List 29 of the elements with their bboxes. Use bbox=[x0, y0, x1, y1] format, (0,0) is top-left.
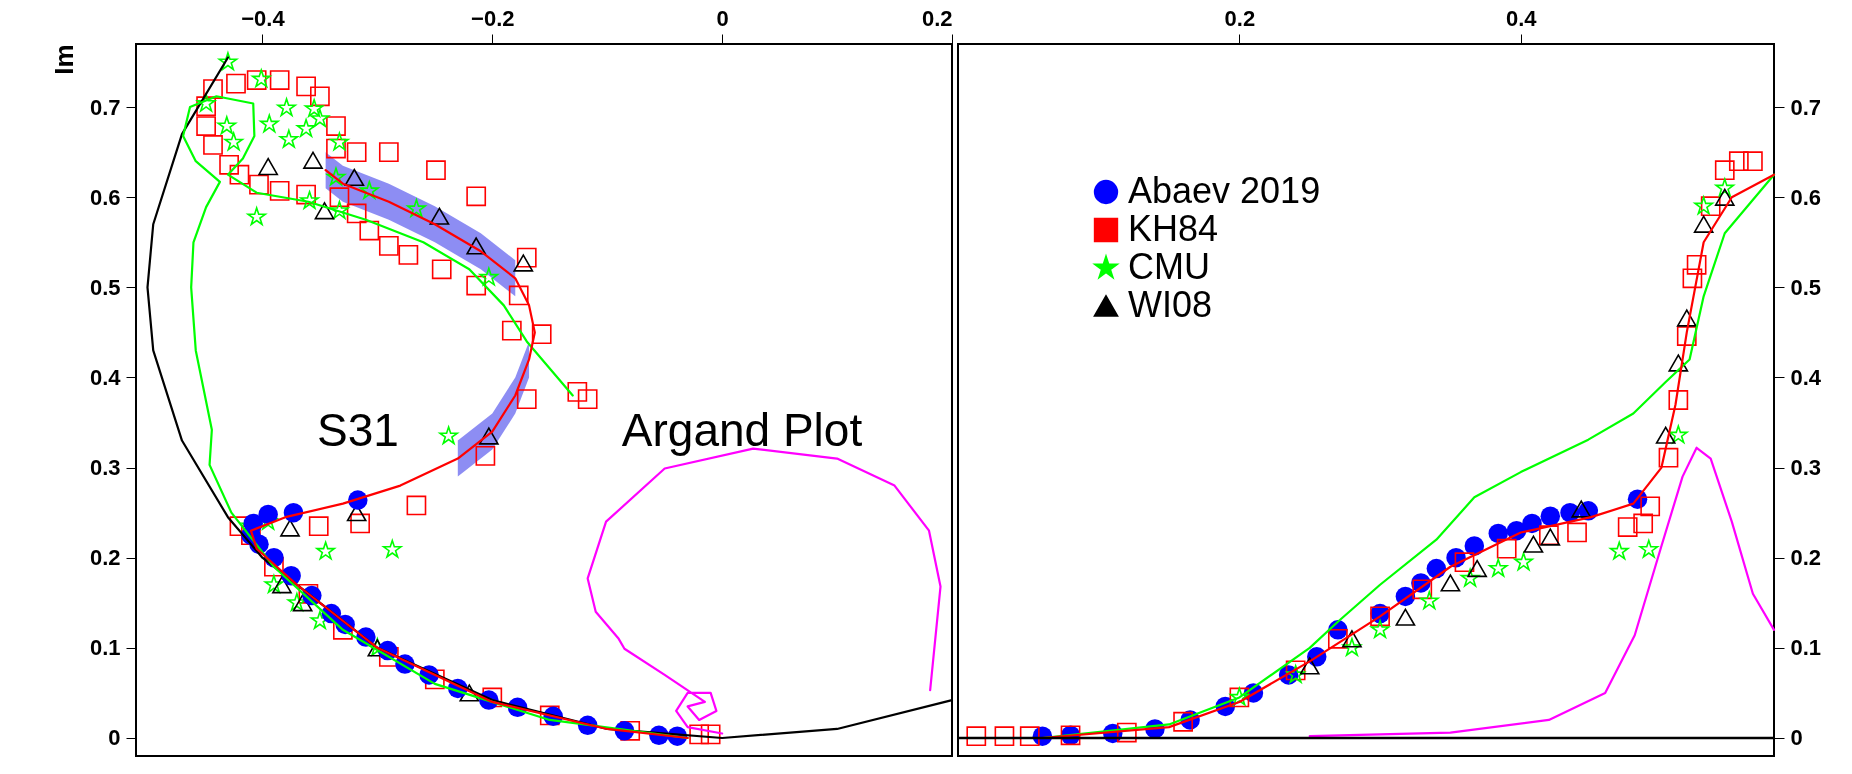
legend-label: KH84 bbox=[1128, 208, 1219, 249]
y-tick-label: 0.1 bbox=[89, 635, 121, 661]
x-tick-label: 0.4 bbox=[1505, 5, 1538, 31]
y2-tick-label: 0.1 bbox=[1790, 635, 1822, 661]
legend-label: Abaev 2019 bbox=[1128, 170, 1321, 211]
y-tick-label: 0.3 bbox=[89, 455, 121, 481]
y2-tick-label: 0.5 bbox=[1790, 274, 1822, 300]
x-tick-label: 0 bbox=[716, 5, 729, 31]
y2-tick-label: 0.3 bbox=[1790, 455, 1822, 481]
legend-label: CMU bbox=[1128, 246, 1210, 287]
y-tick-label: 0 bbox=[108, 725, 121, 751]
y-tick-label: 0.4 bbox=[89, 364, 122, 390]
x-tick-label: −0.2 bbox=[471, 5, 515, 31]
y-tick-label: 0.6 bbox=[89, 184, 121, 210]
y-tick-label: 0.2 bbox=[89, 545, 121, 571]
y2-tick-label: 0.7 bbox=[1790, 94, 1822, 120]
y-tick-label: 0.7 bbox=[89, 94, 121, 120]
legend-label: WI08 bbox=[1128, 284, 1213, 325]
y2-tick-label: 0.6 bbox=[1790, 184, 1822, 210]
annotation: Argand Plot bbox=[621, 404, 863, 456]
y2-tick-label: 0.2 bbox=[1790, 545, 1822, 571]
y-axis-title: Im bbox=[48, 44, 79, 75]
y-tick-label: 0.5 bbox=[89, 274, 121, 300]
y2-tick-label: 0 bbox=[1790, 725, 1803, 751]
x-tick-label: 0.2 bbox=[1224, 5, 1256, 31]
x-tick-label: 0.2 bbox=[921, 5, 953, 31]
annotation: S31 bbox=[317, 404, 399, 456]
x-tick-label: −0.4 bbox=[241, 5, 286, 31]
y2-tick-label: 0.4 bbox=[1790, 364, 1822, 390]
